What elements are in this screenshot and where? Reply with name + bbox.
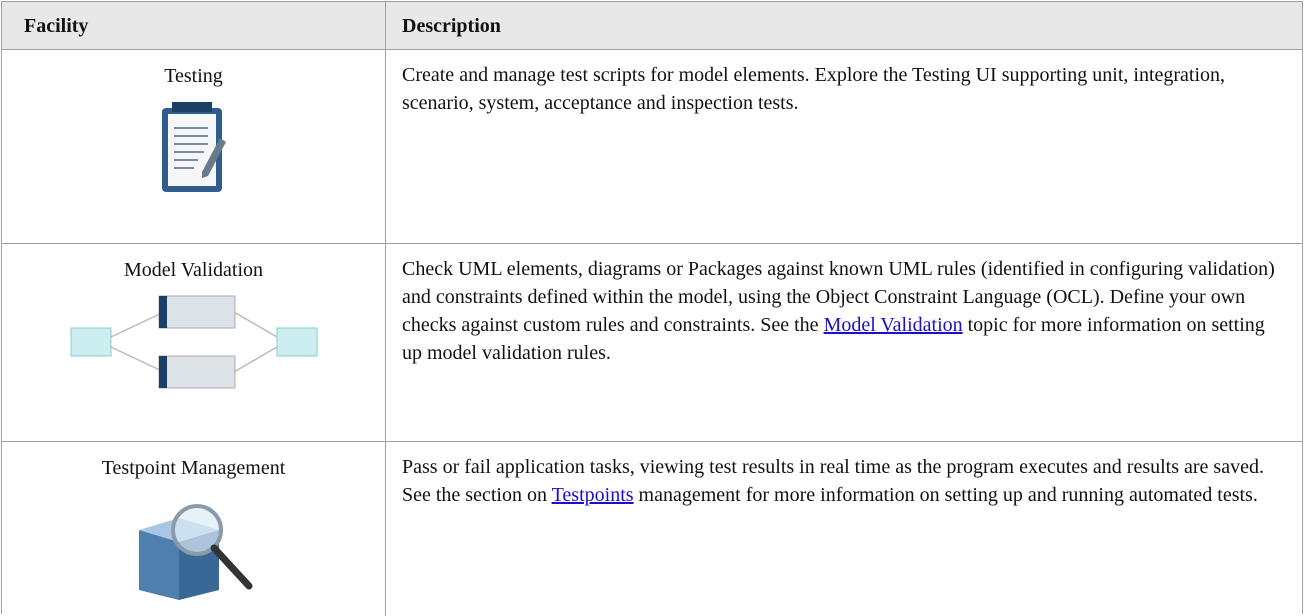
facility-name: Testing xyxy=(164,65,223,87)
description-cell: Pass or fail application tasks, viewing … xyxy=(386,441,1302,616)
header-row: Facility Description xyxy=(2,2,1302,50)
header-cell: Facility xyxy=(2,2,386,49)
facility-cell: Model Validation xyxy=(2,243,386,441)
description-text: topic for more information on setting up… xyxy=(402,314,1265,364)
description-text: Create and manage test scripts for model… xyxy=(402,64,1226,114)
link[interactable]: Testpoints xyxy=(551,484,634,506)
description-text: Pass or fail application tasks, viewing … xyxy=(402,456,1264,506)
description-cell: Create and manage test scripts for model… xyxy=(386,49,1302,243)
description-text: Check UML elements, diagrams or Packages… xyxy=(402,258,1275,336)
validation-icon xyxy=(70,295,317,389)
testpoint-icon xyxy=(138,504,252,600)
facility-cell: Testpoint Management xyxy=(2,441,386,616)
facility-name: Testpoint Management xyxy=(101,457,286,479)
testing-icon xyxy=(161,102,226,192)
table-row: Testing Create and manage test scripts f… xyxy=(2,49,1302,244)
facility-cell: Testing xyxy=(2,49,386,243)
facility-name: Model Validation xyxy=(123,259,264,281)
description-text: management for more information on setti… xyxy=(633,484,1258,506)
table-row: Model Validation Check UML elements, dia… xyxy=(2,243,1302,442)
header-cell: Description xyxy=(402,15,501,37)
description-cell: Check UML elements, diagrams or Packages… xyxy=(386,243,1302,441)
link[interactable]: Model Validation xyxy=(823,314,963,336)
table-row: Testpoint Management Pass or fail applic… xyxy=(2,441,1302,616)
